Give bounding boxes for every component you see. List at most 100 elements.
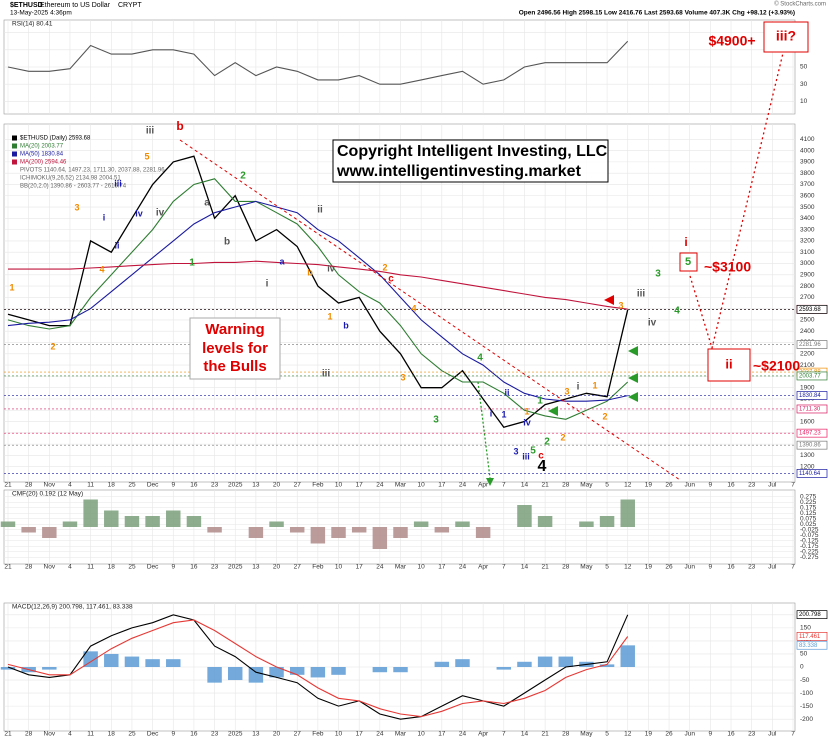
x-tick-label: 25 — [128, 482, 136, 489]
x-tick-label: Jun — [684, 564, 695, 571]
annotation: 1 — [327, 311, 332, 321]
x-tick-label: 9 — [171, 482, 175, 489]
x-tick-label: 28 — [25, 731, 33, 738]
series-line — [8, 260, 628, 310]
bar — [145, 516, 160, 527]
value-marker — [796, 305, 828, 314]
legend-swatch — [12, 151, 17, 157]
y-tick-label: 3500 — [800, 204, 815, 211]
annotation: 1 — [501, 409, 506, 419]
x-tick-label: 28 — [562, 564, 570, 571]
x-tick-label: 9 — [171, 564, 175, 571]
annotation: b — [224, 237, 230, 248]
x-tick-label: 7 — [791, 731, 795, 738]
annotation: 3 — [433, 415, 439, 426]
y-tick-label: 2200 — [800, 351, 815, 358]
x-tick-label: 7 — [502, 731, 506, 738]
annotation: ii — [114, 240, 119, 250]
x-tick-label: 10 — [418, 731, 426, 738]
annotation: ii — [725, 356, 732, 371]
x-tick-label: Nov — [44, 564, 56, 571]
x-tick-label: 21 — [541, 564, 549, 571]
x-tick-label: May — [580, 482, 593, 489]
y-tick-label: 150 — [800, 625, 811, 632]
annotation: iii? — [776, 28, 796, 44]
y-tick-label: 0.175 — [800, 504, 817, 511]
x-tick-label: 24 — [376, 564, 384, 571]
annotation: iii — [146, 126, 155, 137]
bar — [413, 521, 429, 527]
plot-area: 1030507090RSI(14) 80.412128Nov4111825Dec… — [0, 19, 828, 738]
annotation: 1 — [189, 258, 195, 269]
copyright-box — [332, 139, 609, 183]
x-tick-label: 9 — [709, 731, 713, 738]
x-tick-label: 23 — [748, 482, 756, 489]
bar — [186, 516, 202, 527]
x-tick-label: Feb — [312, 482, 324, 489]
source: © StockCharts.com — [774, 1, 826, 8]
series-line — [7, 40, 629, 85]
annotation: i — [684, 235, 687, 249]
y-tick-label: 1600 — [800, 418, 815, 425]
bar — [393, 527, 408, 538]
bar — [166, 510, 181, 527]
x-tick-label: May — [580, 564, 593, 571]
y-tick-label: 0.025 — [800, 521, 817, 528]
arrow — [628, 392, 638, 402]
y-tick-label: -0.075 — [800, 532, 819, 539]
annotation: ii — [504, 387, 509, 397]
value-marker — [796, 404, 828, 414]
bar — [310, 667, 326, 678]
annotation: 4 — [538, 458, 547, 475]
x-tick-label: 10 — [418, 482, 426, 489]
annotation: c — [388, 274, 394, 285]
x-tick-label: 21 — [541, 482, 549, 489]
x-tick-label: Nov — [44, 731, 56, 738]
y-tick-label: -0.175 — [800, 543, 819, 550]
annotation: a — [279, 256, 285, 266]
bar — [248, 667, 264, 683]
x-tick-label: 4 — [68, 731, 72, 738]
x-tick-label: 21 — [4, 731, 12, 738]
x-tick-label: 26 — [665, 731, 673, 738]
panel — [3, 123, 796, 483]
y-tick-label: 2800 — [800, 283, 815, 290]
x-tick-label: 13 — [252, 731, 260, 738]
y-tick-label: 50 — [800, 651, 808, 658]
bar — [104, 653, 119, 667]
y-tick-label: 2400 — [800, 328, 815, 335]
x-tick-label: 9 — [709, 482, 713, 489]
annotation: i — [103, 212, 106, 222]
y-tick-label: 0.075 — [800, 515, 817, 522]
y-tick-label: 3000 — [800, 260, 815, 267]
y-tick-label: 0 — [800, 664, 804, 671]
annotation: c — [538, 451, 544, 462]
annotation: 2 — [602, 411, 607, 421]
x-tick-label: 11 — [87, 731, 94, 738]
x-tick-label: May — [580, 731, 593, 738]
annotation: iii — [522, 451, 530, 461]
y-tick-label: 2100 — [800, 362, 815, 369]
x-tick-label: 9 — [171, 731, 175, 738]
x-tick-label: 25 — [128, 564, 136, 571]
y-tick-label: 0.125 — [800, 510, 817, 517]
value-marker — [796, 440, 828, 450]
x-tick-label: 18 — [108, 564, 116, 571]
annotation: 1 — [537, 396, 543, 407]
y-tick-label: 3400 — [800, 215, 815, 222]
bar — [372, 527, 388, 549]
x-tick-label: 20 — [273, 482, 281, 489]
legend-label: MA(20) 2003.77 — [20, 144, 64, 150]
y-tick-label: 3800 — [800, 170, 815, 177]
annotation: Copyright Intelligent Investing, LLC — [337, 143, 608, 160]
annotation: 3 — [400, 372, 405, 382]
x-tick-label: 5 — [605, 731, 609, 738]
x-tick-label: 9 — [709, 564, 713, 571]
legend-swatch — [12, 135, 17, 141]
arrow-head — [486, 478, 494, 486]
exchange: CRYPT — [118, 2, 142, 9]
bar — [331, 667, 346, 675]
bar — [393, 667, 408, 673]
y-tick-label: 50 — [800, 64, 808, 71]
